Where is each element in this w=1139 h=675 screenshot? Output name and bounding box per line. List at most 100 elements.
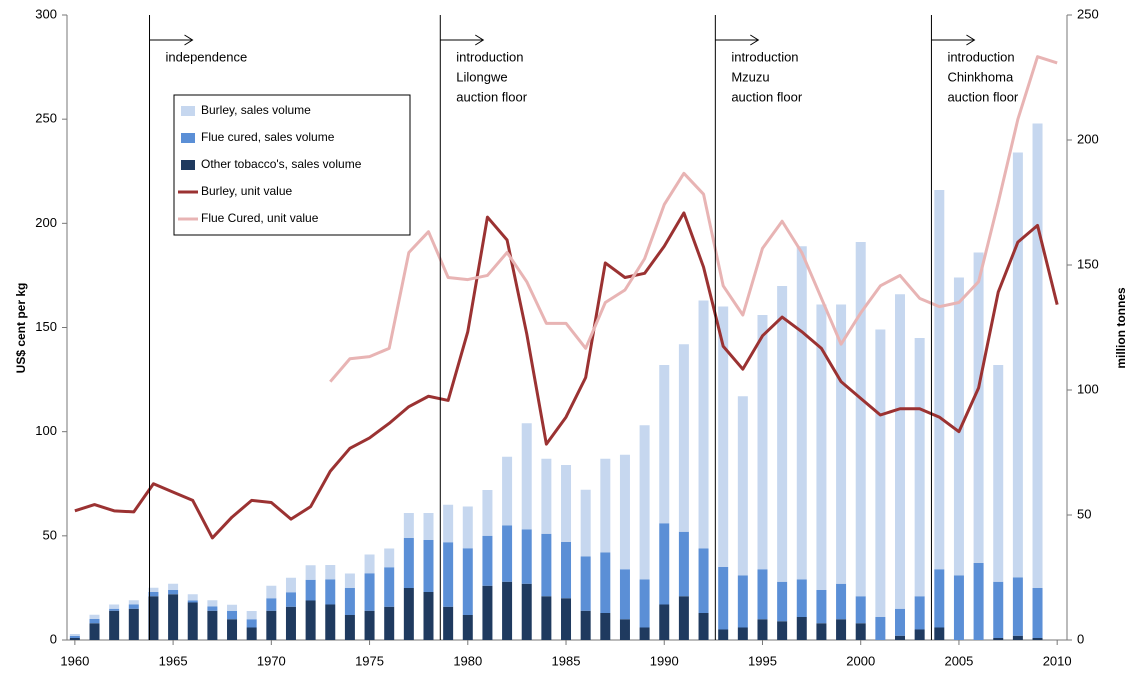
bar — [109, 604, 120, 609]
legend — [173, 94, 411, 236]
bar — [227, 611, 238, 620]
bar — [698, 548, 709, 613]
x-tick-label: 2010 — [1043, 653, 1072, 668]
bar — [836, 619, 847, 640]
bar — [423, 513, 434, 540]
bar — [855, 242, 866, 597]
annotation: Mzuzu — [731, 69, 769, 84]
bar — [659, 604, 670, 640]
bar — [934, 190, 945, 570]
bar — [1032, 638, 1043, 640]
annotation: auction floor — [456, 89, 527, 104]
bar — [325, 579, 336, 605]
y2-axis-label: million tonnes — [1114, 287, 1128, 369]
legend-swatch — [181, 133, 195, 143]
y2-tick-label: 50 — [1077, 506, 1091, 521]
bar — [482, 585, 493, 640]
bar — [580, 610, 591, 640]
bar — [384, 548, 395, 568]
bar — [502, 525, 513, 582]
legend-label: Other tobacco's, sales volume — [201, 157, 362, 171]
bar — [796, 246, 807, 580]
y2-tick-label: 250 — [1077, 6, 1099, 21]
bar — [109, 608, 120, 611]
bar — [344, 588, 355, 615]
x-tick-label: 1985 — [552, 653, 581, 668]
bar — [69, 636, 80, 638]
bar — [993, 581, 1004, 638]
bar — [777, 286, 788, 582]
bar — [109, 610, 120, 640]
annotation: Lilongwe — [456, 69, 507, 84]
annotation: introduction — [456, 49, 523, 64]
bar — [403, 538, 414, 588]
bar — [698, 613, 709, 640]
bar — [89, 623, 100, 640]
legend-swatch — [181, 106, 195, 116]
bar — [855, 596, 866, 624]
bar — [521, 583, 532, 640]
y2-tick-label: 200 — [1077, 131, 1099, 146]
legend-swatch — [181, 160, 195, 170]
bar — [836, 304, 847, 584]
y2-tick-label: 150 — [1077, 256, 1099, 271]
bar — [757, 569, 768, 620]
annotation: introduction — [947, 49, 1014, 64]
bar — [128, 604, 139, 609]
bar — [187, 594, 198, 601]
bar — [934, 569, 945, 628]
y-tick-label: 50 — [43, 527, 57, 542]
bar — [305, 600, 316, 640]
bar — [266, 598, 277, 611]
bar — [521, 529, 532, 584]
bar — [561, 598, 572, 640]
line — [329, 55, 1058, 383]
bar — [148, 592, 159, 597]
bar — [816, 623, 827, 640]
bar — [207, 600, 218, 607]
annotation: independence — [166, 49, 248, 64]
bar — [344, 573, 355, 588]
bar — [128, 600, 139, 605]
arrow — [931, 34, 976, 46]
bar — [953, 575, 964, 640]
bar — [403, 513, 414, 538]
bar — [384, 606, 395, 640]
bar — [541, 533, 552, 597]
bar — [403, 588, 414, 640]
bar — [1032, 588, 1043, 638]
bar — [285, 592, 296, 607]
bar — [443, 542, 454, 607]
y2-tick-label: 100 — [1077, 381, 1099, 396]
bar — [462, 506, 473, 549]
bar — [718, 306, 729, 567]
bar — [619, 619, 630, 640]
bar — [482, 490, 493, 536]
bar — [678, 531, 689, 597]
x-tick-label: 1980 — [453, 653, 482, 668]
bar — [737, 396, 748, 576]
annotation: auction floor — [731, 89, 802, 104]
legend-label: Flue cured, sales volume — [201, 130, 335, 144]
bar — [168, 590, 179, 595]
x-tick-label: 2000 — [846, 653, 875, 668]
bar — [187, 602, 198, 640]
bar — [973, 563, 984, 640]
bar — [207, 610, 218, 640]
bar — [993, 365, 1004, 582]
bar — [443, 504, 454, 543]
bar — [777, 581, 788, 622]
y-axis-label: US$ cent per kg — [14, 283, 28, 374]
bar — [207, 606, 218, 611]
bar — [737, 575, 748, 628]
bar — [600, 458, 611, 553]
bar — [718, 629, 729, 640]
y-tick-label: 100 — [35, 423, 57, 438]
bar — [737, 627, 748, 640]
bar — [816, 590, 827, 624]
bar — [246, 627, 257, 640]
x-tick-label: 1970 — [257, 653, 286, 668]
bar — [69, 638, 80, 640]
bar — [462, 548, 473, 615]
